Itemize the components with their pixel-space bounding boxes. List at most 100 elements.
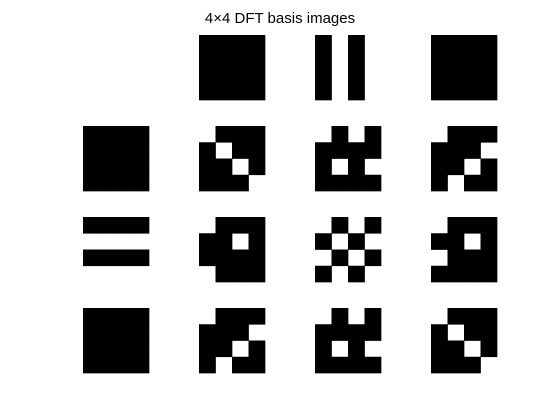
basis-pixel-2-2-2-1	[331, 249, 349, 267]
basis-pixel-1-1-1-3	[248, 142, 266, 159]
basis-pixel-1-0-2-2	[116, 158, 133, 176]
basis-pixel-3-3-1-3	[480, 324, 498, 341]
basis-image-3-0	[83, 308, 150, 374]
basis-pixel-2-0-0-0	[83, 217, 100, 234]
basis-pixel-3-3-1-2	[464, 324, 481, 341]
basis-pixel-2-1-2-1	[215, 249, 233, 267]
basis-pixel-2-3-1-0	[431, 233, 448, 250]
basis-pixel-1-2-1-2	[348, 142, 365, 159]
basis-pixel-3-2-3-1	[331, 356, 349, 374]
basis-pixel-0-1-3-3	[248, 83, 266, 101]
basis-pixel-3-0-1-3	[132, 324, 150, 341]
basis-pixel-2-1-1-1	[215, 233, 233, 250]
basis-pixel-1-3-0-2	[464, 126, 481, 143]
basis-pixel-1-0-0-1	[99, 126, 117, 143]
basis-pixel-2-3-1-3	[480, 233, 498, 250]
basis-pixel-1-1-3-1	[215, 174, 233, 192]
basis-pixel-1-2-0-1	[331, 126, 349, 143]
basis-pixel-1-0-0-2	[116, 126, 133, 143]
basis-pixel-2-1-2-2	[232, 249, 249, 267]
basis-pixel-3-2-0-1	[331, 308, 349, 325]
basis-pixel-2-1-3-3	[248, 265, 266, 283]
basis-pixel-2-3-0-1	[447, 217, 465, 234]
basis-image-1-1	[199, 126, 266, 192]
basis-image-2-1	[199, 217, 266, 283]
basis-pixel-2-3-2-2	[464, 249, 481, 267]
basis-pixel-0-3-2-2	[464, 67, 481, 85]
basis-pixel-0-2-0-2	[348, 35, 365, 52]
basis-pixel-3-0-2-3	[132, 340, 150, 358]
basis-pixel-0-3-0-3	[480, 35, 498, 52]
basis-pixel-2-2-2-3	[364, 249, 382, 267]
basis-pixel-1-1-1-2	[232, 142, 249, 159]
basis-pixel-3-1-2-0	[199, 340, 216, 358]
basis-pixel-3-2-1-0	[315, 324, 332, 341]
basis-pixel-3-1-0-1	[215, 308, 233, 325]
basis-pixel-2-0-2-2	[116, 249, 133, 267]
basis-pixel-0-3-3-0	[431, 83, 448, 101]
basis-pixel-3-3-2-1	[447, 340, 465, 358]
basis-image-1-0	[83, 126, 150, 192]
basis-pixel-3-3-3-1	[447, 356, 465, 374]
basis-pixel-3-1-1-2	[232, 324, 249, 341]
basis-pixel-2-2-1-2	[348, 233, 365, 250]
basis-pixel-0-2-1-0	[315, 51, 332, 68]
basis-pixel-0-3-0-0	[431, 35, 448, 52]
basis-pixel-1-3-3-2	[464, 174, 481, 192]
basis-image-1-2	[315, 126, 382, 192]
basis-pixel-0-1-0-1	[215, 35, 233, 52]
basis-pixel-0-1-1-2	[232, 51, 249, 68]
basis-image-3-3	[431, 308, 498, 374]
basis-pixel-0-1-2-1	[215, 67, 233, 85]
basis-pixel-0-1-2-2	[232, 67, 249, 85]
basis-pixel-3-0-1-1	[99, 324, 117, 341]
basis-pixel-0-3-1-2	[464, 51, 481, 68]
basis-pixel-0-1-3-2	[232, 83, 249, 101]
basis-pixel-3-3-3-0	[431, 356, 448, 374]
basis-pixel-3-0-2-1	[99, 340, 117, 358]
basis-pixel-0-3-3-3	[480, 83, 498, 101]
figure-title: 4×4 DFT basis images	[204, 10, 356, 27]
basis-pixel-0-1-1-0	[199, 51, 216, 68]
basis-pixel-0-1-0-3	[248, 35, 266, 52]
basis-pixel-0-2-3-2	[348, 83, 365, 101]
basis-pixel-2-0-2-3	[132, 249, 150, 267]
basis-pixel-1-1-0-1	[215, 126, 233, 143]
basis-pixel-3-2-3-3	[364, 356, 382, 374]
basis-layer	[83, 35, 498, 374]
basis-pixel-3-1-2-1	[215, 340, 233, 358]
basis-pixel-3-3-2-3	[480, 340, 498, 358]
basis-pixel-1-1-3-2	[232, 174, 249, 192]
basis-pixel-1-1-0-2	[232, 126, 249, 143]
basis-pixel-0-3-0-2	[464, 35, 481, 52]
basis-pixel-1-3-1-1	[447, 142, 465, 159]
basis-pixel-3-3-2-0	[431, 340, 448, 358]
basis-pixel-3-2-3-2	[348, 356, 365, 374]
basis-pixel-2-0-2-0	[83, 249, 100, 267]
basis-pixel-0-1-3-1	[215, 83, 233, 101]
basis-pixel-1-1-1-0	[199, 142, 216, 159]
basis-pixel-0-1-0-0	[199, 35, 216, 52]
basis-image-2-0	[83, 217, 150, 282]
basis-pixel-2-3-1-1	[447, 233, 465, 250]
basis-pixel-1-2-1-3	[364, 142, 382, 159]
basis-pixel-0-3-1-1	[447, 51, 465, 68]
basis-pixel-1-0-0-3	[132, 126, 150, 143]
basis-pixel-2-3-0-2	[464, 217, 481, 234]
basis-pixel-1-2-1-0	[315, 142, 332, 159]
basis-image-0-3	[431, 35, 498, 101]
basis-image-0-2	[315, 35, 381, 101]
basis-pixel-0-1-2-3	[248, 67, 266, 85]
basis-pixel-2-1-2-0	[199, 249, 216, 267]
basis-pixel-0-3-2-1	[447, 67, 465, 85]
basis-pixel-2-0-0-3	[132, 217, 150, 234]
basis-pixel-1-0-0-0	[83, 126, 100, 143]
basis-pixel-1-2-2-0	[315, 158, 332, 176]
basis-pixel-3-0-0-0	[83, 308, 100, 325]
basis-pixel-2-2-0-3	[364, 217, 382, 234]
basis-pixel-1-0-3-3	[132, 174, 150, 192]
basis-pixel-2-0-0-2	[116, 217, 133, 234]
basis-pixel-1-3-3-0	[431, 174, 448, 192]
basis-pixel-0-1-0-2	[232, 35, 249, 52]
basis-pixel-3-2-2-2	[348, 340, 365, 358]
